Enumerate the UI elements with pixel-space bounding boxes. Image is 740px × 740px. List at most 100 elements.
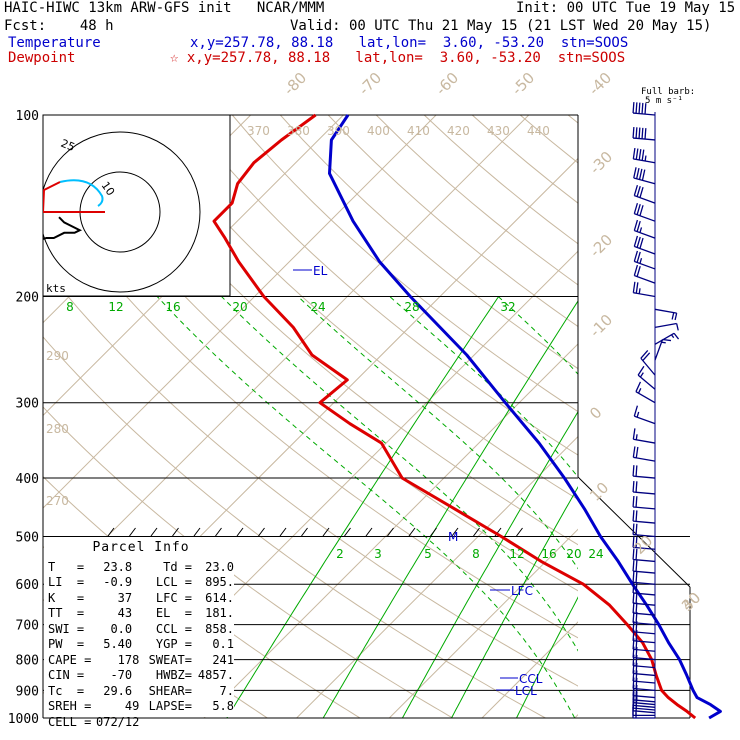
- wind-barb-staff: [633, 704, 656, 708]
- wind-barb-staff: [634, 213, 656, 222]
- wind-barb-flag: [633, 184, 639, 196]
- parcel-right-value: 5.8: [212, 699, 234, 713]
- mixing-ratio-line: [706, 297, 740, 731]
- wind-barb-staff: [633, 622, 656, 626]
- wind-barb-flag: [635, 592, 638, 604]
- wind-barb-staff: [654, 332, 675, 345]
- freezing-tick: [473, 527, 480, 537]
- wind-barb-staff: [633, 592, 656, 596]
- freezing-tick: [193, 527, 201, 537]
- wind-barb-flag: [640, 350, 649, 359]
- wind-barb-flag: [632, 602, 635, 614]
- wind-barb-staff: [634, 415, 656, 425]
- wind-barb-half: [639, 227, 643, 233]
- isotherm-label: -50: [508, 69, 538, 99]
- freezing-tick: [322, 527, 330, 537]
- theta-label: 410: [407, 124, 430, 138]
- mixing-ratio-label: 12: [108, 300, 123, 314]
- parcel-left: CIN =: [48, 668, 85, 682]
- barb-legend-units: 5 m s⁻¹: [645, 96, 683, 106]
- wind-barb-flag: [674, 312, 678, 321]
- wind-barb-flag: [632, 523, 635, 535]
- isotherm-line: [203, 343, 578, 718]
- moist-adiabat-line: [389, 296, 578, 478]
- dry-adiabat-line: [43, 118, 578, 592]
- wind-barb-staff: [633, 648, 656, 652]
- wind-barb-flag: [633, 235, 639, 247]
- annotation-label: CCL: [519, 672, 543, 686]
- wind-barb-staff: [633, 702, 656, 706]
- wind-barb-flag: [635, 602, 638, 614]
- hodograph-trace-top: [43, 181, 105, 213]
- isotherm-label: -80: [280, 69, 310, 99]
- wind-barb-flag: [638, 102, 641, 114]
- dry-adiabat-line: [43, 192, 578, 639]
- theta-label: 430: [487, 124, 510, 138]
- mixing-ratio-label: 3: [374, 547, 382, 561]
- theta-label: 370: [247, 124, 270, 138]
- hodograph-ring-label: 25: [59, 137, 77, 154]
- wind-barb-staff: [633, 112, 656, 116]
- valid-time: Valid: 00 UTC Thu 21 May 15 (21 LST Wed …: [290, 18, 712, 34]
- isotherm-label: -40: [585, 69, 615, 99]
- annotation-label: M: [448, 530, 458, 544]
- parcel-right: CCL =: [155, 621, 192, 636]
- pressure-tick-label: 300: [16, 397, 39, 412]
- isotherm-line: [388, 528, 578, 718]
- mixing-ratio-label: 2: [336, 547, 344, 561]
- wind-barb-flag: [635, 282, 639, 294]
- theta-label: 420: [447, 124, 470, 138]
- parcel-left-value: 29.6: [103, 683, 133, 698]
- mixing-ratio-label: 8: [66, 300, 74, 314]
- model-title: HAIC-HIWC 13km ARW-GFS init NCAR/MMM: [4, 0, 325, 16]
- wind-barb-half: [638, 288, 641, 294]
- wind-barb-staff: [633, 680, 656, 684]
- wind-barb-flag: [635, 523, 638, 535]
- mixing-ratio-label: 12: [509, 547, 524, 561]
- dry-adiabat-line: [327, 115, 578, 328]
- wind-barb-staff: [633, 491, 656, 495]
- wind-barb-flag: [635, 446, 639, 458]
- parcel-row: CAPE = 178 SWEAT= 241: [48, 653, 234, 669]
- wind-barb-flag: [635, 582, 638, 594]
- annotation-label: EL: [313, 264, 328, 278]
- isotherm-line: [573, 713, 578, 718]
- parcel-right-value: 0.1: [212, 637, 234, 651]
- parcel-right-value: 614.: [205, 590, 234, 605]
- wind-barb-flag: [633, 405, 639, 417]
- wind-barb-staff: [633, 177, 656, 185]
- pressure-tick-label: 700: [16, 619, 39, 634]
- wind-barb-flag: [632, 571, 635, 583]
- parcel-left: TT =: [48, 606, 85, 620]
- theta-label: 390: [327, 124, 350, 138]
- parcel-row: SREH = 49 LAPSE= 5.8: [48, 699, 234, 715]
- theta-label: 280: [46, 422, 69, 436]
- isotherm-line: [43, 115, 345, 417]
- parcel-right-value: 23.0: [205, 559, 234, 574]
- parcel-panel-bg: [44, 537, 234, 717]
- wind-barb-staff: [633, 699, 656, 703]
- wind-barb-flag: [644, 103, 647, 115]
- parcel-left: CAPE =: [48, 652, 92, 667]
- wind-barb-flag: [636, 220, 641, 232]
- wind-barb-staff: [633, 520, 656, 524]
- annotation-label: LFC: [511, 584, 533, 598]
- wind-barb-flag: [641, 149, 645, 161]
- moist-adiabat-line: [730, 297, 740, 719]
- wind-barb-half: [635, 434, 638, 440]
- wind-barb-flag: [635, 127, 638, 139]
- theta-label: 380: [287, 124, 310, 138]
- wind-barb-flag: [635, 510, 638, 522]
- wind-barbs: [632, 102, 680, 719]
- wind-barb-staff: [633, 546, 656, 550]
- wind-barb-staff: [654, 322, 677, 329]
- parcel-row: LI = -0.9 LCL = 895.: [48, 575, 234, 591]
- wind-barb-staff: [637, 374, 656, 390]
- freezing-tick: [516, 527, 523, 537]
- hodograph-ring: [43, 131, 201, 293]
- wind-barb-half: [636, 411, 640, 418]
- mixing-ratio-label: 24: [310, 300, 325, 314]
- wind-barb-flag: [633, 264, 639, 276]
- wind-barb-flag: [641, 127, 644, 139]
